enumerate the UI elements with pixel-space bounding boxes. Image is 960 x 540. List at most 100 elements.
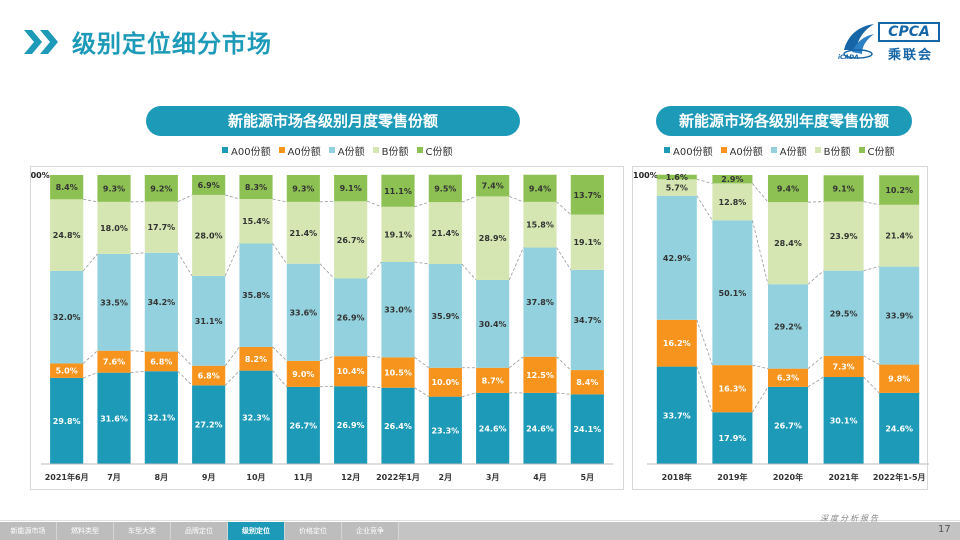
- data-label-a0: 9.8%: [888, 375, 910, 384]
- footer-tab-4[interactable]: 级别定位: [228, 522, 285, 540]
- data-label-a: 30.4%: [479, 320, 507, 329]
- legend-label-a00: A00份额: [231, 146, 271, 158]
- data-label-c: 1.6%: [666, 173, 688, 182]
- bar-segment-a: [879, 266, 920, 365]
- bar-segment-a0: [239, 346, 273, 371]
- legend-label-a: A份额: [337, 146, 365, 158]
- connector-line: [225, 194, 240, 200]
- category-label: 8月: [155, 473, 169, 482]
- data-label-a00: 31.6%: [100, 414, 128, 423]
- data-label-a0: 6.3%: [777, 374, 799, 383]
- bar-segment-c: [50, 175, 84, 200]
- footer-tab-1[interactable]: 燃料类型: [57, 522, 114, 540]
- data-label-a00: 26.7%: [774, 421, 802, 430]
- legend-swatch-c: [858, 147, 865, 153]
- category-label: 2022年1-5月: [873, 472, 926, 482]
- legend-label-a0: A0份额: [287, 146, 321, 158]
- legend-swatch-c: [416, 147, 423, 153]
- footer-slogan: 深度分析报告: [820, 514, 880, 523]
- bar-segment-b: [381, 206, 415, 262]
- data-label-a: 32.0%: [53, 313, 81, 322]
- data-label-c: 7.4%: [482, 182, 504, 191]
- connector-line: [556, 201, 572, 215]
- connector-line: [130, 370, 145, 374]
- connector-line: [272, 346, 288, 362]
- data-label-a00: 24.6%: [885, 424, 913, 433]
- bar-segment-a00: [192, 385, 226, 464]
- monthly-legend: A00份额 A0份额 A份额 B份额 C份额: [222, 143, 460, 158]
- connector-line: [177, 194, 193, 202]
- bar-segment-a00: [656, 366, 697, 464]
- data-label-a00: 26.7%: [289, 421, 317, 430]
- bar-segment-a: [50, 270, 84, 364]
- connector-line: [807, 355, 824, 369]
- bar-segment-b: [656, 179, 697, 196]
- connector-line: [224, 243, 240, 277]
- data-label-a0: 12.5%: [526, 371, 554, 380]
- connector-line: [82, 253, 98, 272]
- bar-segment-a00: [144, 371, 178, 464]
- connector-line: [807, 270, 824, 285]
- footer-tab-5[interactable]: 价格定位: [285, 522, 342, 540]
- monthly-chart-title: 新能源市场各级别月度零售份额: [146, 106, 520, 136]
- category-label: 2021年6月: [45, 472, 89, 482]
- data-label-b: 15.8%: [526, 221, 554, 230]
- legend-item-a00: A00份额: [222, 143, 271, 158]
- connector-line: [130, 252, 145, 255]
- connector-line: [863, 201, 880, 206]
- bar-segment-c: [97, 175, 131, 202]
- bar-segment-b: [879, 204, 920, 267]
- logo-small-text: iCADA: [838, 54, 859, 61]
- data-label-a00: 24.6%: [479, 424, 507, 433]
- legend-swatch-a0: [720, 147, 727, 153]
- legend-item-c: C份额: [416, 143, 453, 158]
- bar-segment-b: [286, 201, 320, 264]
- bar-segment-c: [523, 174, 557, 202]
- bar-segment-c: [476, 175, 510, 197]
- footer-tab-2[interactable]: 车型大类: [114, 522, 171, 540]
- connector-line: [177, 252, 193, 277]
- legend-label-c: C份额: [425, 146, 453, 158]
- connector-line: [83, 372, 98, 379]
- data-label-b: 23.9%: [830, 232, 858, 241]
- connector-line: [272, 370, 288, 388]
- bar-segment-c: [381, 174, 415, 207]
- data-label-c: 2.9%: [721, 175, 743, 184]
- legend-label-b: B份额: [381, 146, 409, 158]
- bar-segment-a00: [428, 396, 462, 464]
- connector-line: [863, 266, 880, 272]
- data-label-a: 35.9%: [431, 312, 459, 321]
- data-label-c: 10.2%: [885, 186, 913, 195]
- bar-segment-a00: [476, 392, 510, 464]
- data-label-a: 33.5%: [100, 298, 128, 307]
- bar-segment-b: [823, 201, 864, 271]
- data-label-a0: 6.8%: [198, 372, 220, 381]
- connector-line: [130, 350, 145, 352]
- category-label: 3月: [486, 473, 500, 482]
- data-label-a00: 26.9%: [337, 421, 365, 430]
- bar-segment-a00: [286, 386, 320, 464]
- legend-item-a0: A0份额: [278, 143, 321, 158]
- page-title: 级别定位细分市场: [72, 30, 272, 58]
- connector-line: [224, 346, 240, 366]
- data-label-b: 28.9%: [479, 234, 507, 243]
- y-axis-top-label: 100%: [633, 171, 658, 180]
- legend-item-a00: A00份额: [664, 143, 713, 158]
- bar-segment-c: [656, 174, 697, 180]
- connector-line: [414, 357, 430, 369]
- data-label-a0: 8.4%: [576, 378, 598, 387]
- legend-swatch-b: [372, 147, 379, 153]
- data-label-b: 26.7%: [337, 236, 365, 245]
- connector-line: [177, 370, 193, 386]
- footer-tab-6[interactable]: 企业竞争: [342, 522, 399, 540]
- bar-segment-b: [334, 201, 368, 279]
- bar-segment-c: [192, 175, 226, 195]
- footer-tab-3[interactable]: 品牌定位: [171, 522, 228, 540]
- footer-tab-0[interactable]: 新能源市场: [0, 522, 57, 540]
- connector-line: [461, 392, 477, 398]
- data-label-b: 19.1%: [573, 238, 601, 247]
- bar-segment-c: [879, 175, 920, 205]
- legend-label-b: B份额: [823, 146, 851, 158]
- bar-segment-a0: [144, 351, 178, 372]
- data-label-b: 28.4%: [774, 239, 802, 248]
